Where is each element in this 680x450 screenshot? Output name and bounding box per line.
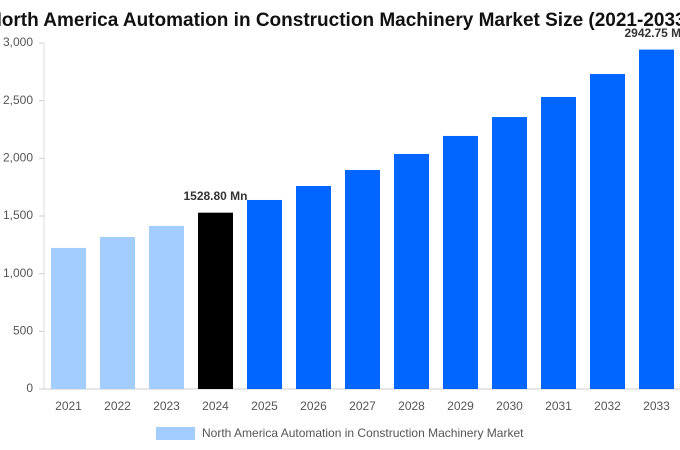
y-tick-label: 1,000 xyxy=(3,266,33,280)
bar xyxy=(345,169,380,389)
x-tick-label: 2022 xyxy=(104,399,131,413)
value-label: 2942.75 Mn xyxy=(624,26,680,40)
x-tick-label: 2033 xyxy=(643,399,670,413)
x-tick-label: 2029 xyxy=(447,399,474,413)
x-tick-label: 2032 xyxy=(594,399,621,413)
chart-title: North America Automation in Construction… xyxy=(0,10,680,31)
y-tick-label: 1,500 xyxy=(3,208,33,222)
bar xyxy=(443,135,478,389)
x-tick-label: 2024 xyxy=(202,399,229,413)
bar xyxy=(639,49,674,389)
y-tick-label: 2,500 xyxy=(3,93,33,107)
value-label: 1528.80 Mn xyxy=(183,189,247,203)
legend-label: North America Automation in Construction… xyxy=(202,426,524,440)
y-tick-label: 0 xyxy=(26,381,33,395)
bar xyxy=(541,96,576,389)
x-tick-label: 2031 xyxy=(545,399,572,413)
x-tick-label: 2030 xyxy=(496,399,523,413)
x-tick-label: 2026 xyxy=(300,399,327,413)
bar xyxy=(247,199,282,389)
bar xyxy=(492,117,527,389)
bar xyxy=(149,225,184,389)
x-tick-label: 2021 xyxy=(55,399,82,413)
x-tick-label: 2025 xyxy=(251,399,278,413)
bar xyxy=(590,74,625,390)
x-tick-label: 2023 xyxy=(153,399,180,413)
legend-swatch xyxy=(156,427,195,440)
y-tick-label: 3,000 xyxy=(3,35,33,49)
y-tick-label: 2,000 xyxy=(3,151,33,165)
bar xyxy=(51,247,86,389)
x-tick-label: 2027 xyxy=(349,399,376,413)
y-tick-label: 500 xyxy=(13,324,33,338)
bar xyxy=(296,186,331,389)
x-tick-label: 2028 xyxy=(398,399,425,413)
bar xyxy=(394,153,429,389)
bar xyxy=(198,212,233,389)
bar xyxy=(100,236,135,389)
